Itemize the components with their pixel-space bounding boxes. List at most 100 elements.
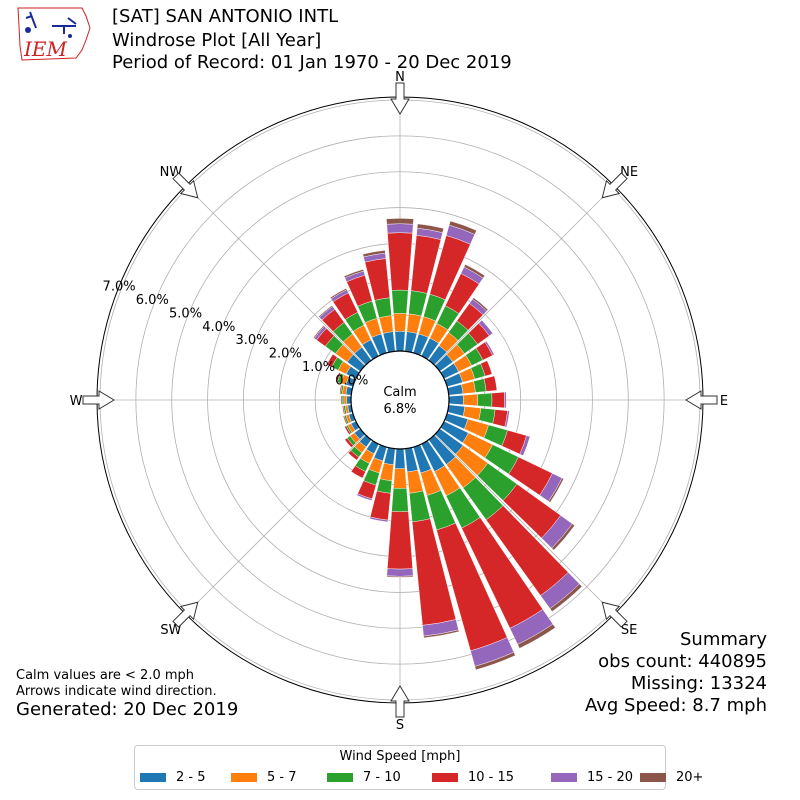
- direction-label: SW: [160, 623, 181, 638]
- direction-arrow-icon: [390, 82, 410, 115]
- plot-title: Windrose Plot [All Year]: [112, 30, 322, 51]
- legend-item: 2 - 5: [140, 770, 206, 786]
- bar-segment: [341, 395, 345, 405]
- bar-segment: [462, 406, 482, 421]
- bar-segment: [491, 391, 505, 409]
- bar-segment: [386, 568, 414, 577]
- calm-value: 6.8%: [383, 402, 416, 417]
- summary-obs-count: obs count: 440895: [598, 651, 767, 672]
- legend-title: Wind Speed [mph]: [339, 749, 461, 764]
- bar-segment: [339, 384, 343, 395]
- legend-label: 5 - 7: [267, 770, 297, 785]
- bar-segment: [326, 353, 338, 368]
- direction-label: N: [395, 70, 405, 85]
- direction-arrow-icon: [390, 685, 410, 718]
- radial-label: 3.0%: [236, 333, 269, 348]
- arrow-note: Arrows indicate wind direction.: [16, 684, 217, 699]
- bar-segment: [474, 651, 516, 671]
- legend: Wind Speed [mph] 2 - 5 5 - 7 7 - 10 10 - 15…: [134, 745, 703, 790]
- direction-label: SE: [621, 623, 637, 638]
- radial-label: 6.0%: [136, 293, 169, 308]
- direction-arrow-icon: [601, 601, 628, 628]
- bar-segment: [394, 331, 406, 352]
- legend-item: 7 - 10: [327, 770, 401, 786]
- bar-segment: [448, 395, 464, 405]
- bar-segment: [347, 450, 360, 461]
- radial-label: 5.0%: [169, 306, 202, 321]
- bar-segment: [344, 437, 354, 448]
- bar-segment: [329, 288, 348, 300]
- legend-swatch: [551, 773, 577, 782]
- bar-segment: [379, 462, 394, 482]
- bar-segment: [391, 289, 409, 314]
- bar-segment: [462, 393, 478, 407]
- legend-swatch: [231, 773, 257, 782]
- grid-spoke: [434, 434, 615, 615]
- bar-segment: [376, 478, 393, 494]
- legend-label: 2 - 5: [176, 770, 206, 785]
- grid-spoke: [434, 185, 615, 366]
- bar-segment: [548, 477, 564, 503]
- calm-note: Calm values are < 2.0 mph: [16, 668, 195, 683]
- bar-segment: [343, 395, 348, 405]
- period-title: Period of Record: 01 Jan 1970 - 20 Dec 2…: [112, 52, 512, 73]
- bar-segment: [343, 269, 364, 279]
- calm-label: Calm: [383, 385, 416, 400]
- direction-label: S: [396, 718, 404, 733]
- bar-segment: [472, 297, 489, 312]
- iem-logo: IEM: [17, 7, 91, 61]
- bar-segment: [504, 391, 507, 409]
- bar-segment: [519, 435, 531, 456]
- bar-segment: [448, 220, 477, 235]
- summary-missing: Missing: 13324: [630, 673, 767, 694]
- legend-item: 10 - 15: [432, 770, 514, 786]
- direction-arrow-icon: [685, 390, 718, 410]
- bar-segment: [416, 223, 444, 233]
- legend-label: 15 - 20: [587, 770, 634, 785]
- bar-segment: [477, 392, 493, 408]
- legend-label: 20+: [676, 770, 704, 785]
- legend-item: 20+: [640, 770, 703, 786]
- bar-segment: [504, 410, 510, 428]
- bar-segment: [483, 375, 498, 392]
- bar-segment: [408, 290, 428, 317]
- bar-segment: [342, 405, 346, 415]
- generated-date: Generated: 20 Dec 2019: [16, 699, 239, 720]
- bar-segment: [344, 425, 351, 435]
- legend-swatch: [432, 773, 458, 782]
- summary-avg-speed: Avg Speed: 8.7 mph: [585, 695, 767, 716]
- bar-segment: [406, 313, 422, 334]
- bar-segment: [480, 360, 493, 377]
- bar-segment: [313, 325, 325, 339]
- bar-segment: [478, 407, 496, 424]
- bar-segment: [391, 487, 409, 512]
- bar-segment: [478, 319, 494, 337]
- legend-swatch: [140, 773, 166, 782]
- bar-segment: [461, 381, 476, 394]
- legend-label: 10 - 15: [468, 770, 515, 785]
- bar-segment: [356, 493, 373, 501]
- radial-label: 1.0%: [302, 360, 335, 375]
- direction-arrow-icon: [172, 172, 199, 199]
- radial-label: 4.0%: [202, 320, 235, 335]
- direction-arrow-icon: [172, 601, 199, 628]
- station-title: [SAT] SAN ANTONIO INTL: [112, 6, 339, 27]
- legend-item: 15 - 20: [551, 770, 633, 786]
- bar-segment: [387, 232, 413, 291]
- legend-swatch: [640, 773, 666, 782]
- bar-segment: [350, 465, 366, 479]
- bar-segment: [378, 315, 394, 334]
- grid-spoke: [185, 185, 366, 366]
- legend-swatch: [327, 773, 353, 782]
- bar-segment: [362, 250, 386, 258]
- chart-labels: 0.0%1.0%2.0%3.0%4.0%5.0%6.0%7.0%NNEESESS…: [70, 70, 729, 733]
- grid-spoke: [185, 434, 366, 615]
- bar-segment: [551, 523, 575, 551]
- legend-label: 7 - 10: [363, 770, 401, 785]
- bar-segment: [342, 415, 348, 425]
- bar-segment: [386, 575, 414, 578]
- bar-segment: [369, 516, 389, 523]
- bar-segment: [386, 218, 414, 225]
- bar-segment: [386, 223, 414, 234]
